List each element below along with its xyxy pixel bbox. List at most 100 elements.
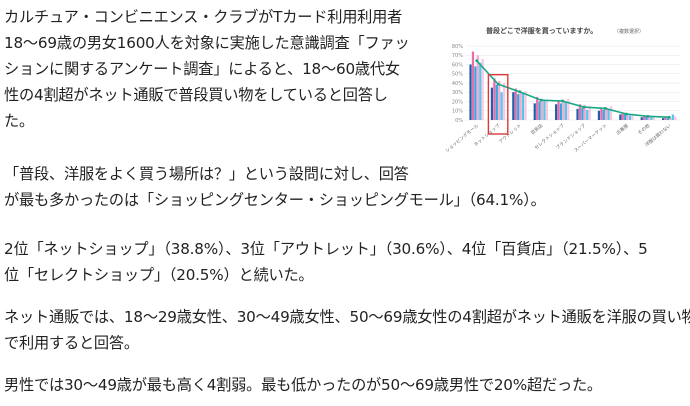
bar [519, 90, 522, 120]
bar [609, 106, 613, 120]
bar [662, 118, 665, 120]
bar [640, 117, 643, 120]
y-tick-label: 30% [452, 90, 463, 96]
bar [631, 114, 634, 120]
text-line: ションに関するアンケート調査」によると、18〜60歳代女 [4, 60, 400, 78]
text-line: 性の4割超がネット通販で普段買い物をしていると回答し [4, 86, 388, 104]
bar [621, 112, 624, 120]
text-line: 男性では30〜49歳が最も高く4割弱。最も低かったのが50〜69歳男性で20%超… [4, 376, 602, 394]
bar [643, 115, 646, 120]
total-line [476, 60, 670, 119]
bar [647, 115, 651, 120]
bar [524, 91, 527, 120]
bar [536, 96, 539, 120]
y-tick-label: 10% [452, 109, 463, 115]
y-tick-label: 60% [452, 62, 463, 68]
bar [671, 114, 674, 120]
x-tick-label: 百貨店 [529, 122, 544, 136]
chart-note: （複数選択） [614, 28, 644, 35]
survey-chart-figure: 普段どこで洋服を買っていますか。 （複数選択） 80% 70% 60% 50% 40% 3… [440, 22, 686, 164]
bar [628, 115, 632, 120]
bar-chart: 普段どこで洋服を買っていますか。 （複数選択） 80% 70% 60% 50% 40% 3… [444, 26, 680, 154]
bar [626, 113, 629, 120]
bar [474, 66, 477, 120]
total-point [496, 82, 500, 86]
bar [602, 109, 605, 120]
bar [495, 84, 498, 120]
y-tick-label: 50% [452, 72, 463, 78]
highlight-box [487, 73, 509, 135]
bar [517, 94, 520, 120]
y-tick-label: 70% [452, 53, 463, 59]
x-tick-label: その他 [636, 122, 651, 136]
bar [597, 110, 601, 120]
total-point [475, 59, 479, 63]
total-point [539, 98, 543, 102]
text-line: た。 [4, 112, 34, 130]
bar [514, 88, 517, 120]
bar [652, 116, 655, 120]
bar [538, 101, 541, 120]
total-point [560, 99, 564, 103]
bar [588, 106, 591, 120]
bar [490, 87, 494, 120]
bar [493, 78, 496, 120]
y-tick-label: 40% [452, 81, 463, 87]
bar [545, 99, 548, 120]
paragraph-intro: カルチュア・コンビニエンス・クラブがTカード利用利用者 18〜69歳の男女160… [4, 4, 410, 134]
total-point [582, 105, 586, 109]
bar [471, 51, 475, 120]
total-point [603, 107, 607, 110]
text-line: 2位「ネットショップ」（38.8%）、3位「アウトレット」（30.6%）、4位「… [4, 240, 648, 258]
text-line: 位「セレクトショップ」（20.5%）と続いた。 [4, 266, 314, 284]
text-line: 「普段、洋服をよく買う場所は？」という設問に対し、回答 [4, 165, 409, 183]
y-tick-label: 20% [452, 99, 463, 105]
bar [562, 99, 565, 120]
bar [498, 81, 501, 120]
bar [533, 103, 536, 120]
bar [476, 55, 479, 120]
bar [624, 113, 627, 120]
bar [666, 118, 670, 120]
x-tick-label: スーパーマーケット [572, 122, 608, 154]
bar [674, 116, 677, 120]
bar [619, 114, 622, 120]
bar [555, 104, 558, 120]
paragraph-online-women: ネット通販では、18〜29歳女性、30〜49歳女性、50〜69歳女性の4割超がネ… [4, 304, 690, 356]
bar [512, 92, 515, 120]
bar [581, 107, 584, 120]
bar [645, 116, 648, 120]
bar [567, 98, 570, 120]
total-point [646, 114, 650, 118]
bar [607, 108, 610, 120]
total-point [625, 112, 628, 116]
bar [576, 108, 579, 120]
bar [650, 117, 653, 120]
bar [600, 107, 603, 120]
text-line: が最も多かったのは「ショッピングセンター・ショッピングモール」（64.1%）。 [4, 191, 546, 209]
paragraph-top-answer: 「普段、洋服をよく買う場所は？」という設問に対し、回答 が最も多かったのは「ショ… [4, 161, 546, 213]
total-point [667, 115, 671, 119]
total-point [518, 90, 521, 94]
paragraph-men: 男性では30〜49歳が最も高く4割弱。最も低かったのが50〜69歳男性で20%超… [4, 372, 602, 398]
bar [481, 58, 484, 120]
y-tick-label: 80% [452, 44, 463, 50]
text-line: ネット通販では、18〜29歳女性、30〜49歳女性、50〜69歳女性の4割超がネ… [4, 308, 690, 326]
bar [521, 93, 525, 120]
x-tick-label: ショッピングモール [444, 122, 480, 154]
bar [540, 98, 544, 120]
bar [502, 83, 506, 120]
bar [479, 62, 482, 120]
chart-title: 普段どこで洋服を買っていますか。 [486, 26, 597, 35]
bar [557, 100, 560, 120]
bar [669, 118, 672, 120]
text-line: で利用すると回答。 [4, 334, 139, 352]
text-line: カルチュア・コンビニエンス・クラブがTカード利用利用者 [4, 8, 403, 26]
bar [469, 64, 472, 120]
bar [586, 109, 589, 120]
paragraph-ranking: 2位「ネットショップ」（38.8%）、3位「アウトレット」（30.6%）、4位「… [4, 236, 648, 288]
bar [578, 104, 582, 120]
bar [543, 100, 546, 120]
bar [564, 102, 567, 120]
text-line: 18〜69歳の男女1600人を対象に実施した意識調査「ファッ [4, 34, 410, 52]
